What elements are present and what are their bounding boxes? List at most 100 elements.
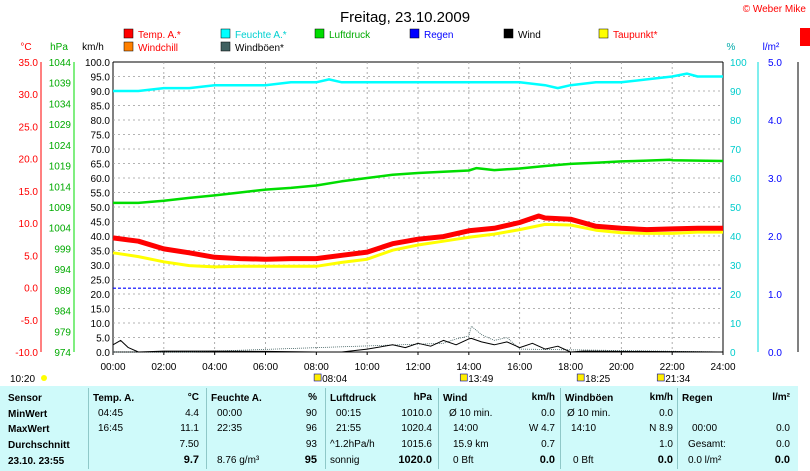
hum-max-time: 22:35 bbox=[217, 423, 243, 434]
series-line-luftdruck bbox=[113, 158, 724, 205]
x-tick-label: 02:00 bbox=[151, 362, 176, 373]
wind-min-label: Ø 10 min. bbox=[449, 408, 493, 419]
wind-min-value: 0.0 bbox=[541, 408, 555, 419]
col-separator bbox=[438, 388, 439, 469]
legend-label: Taupunkt* bbox=[613, 30, 658, 41]
pressure-axis-unit: hPa bbox=[50, 42, 68, 53]
wind-distance: 15.9 km bbox=[453, 439, 489, 450]
press-trend: ^1.2hPa/h bbox=[330, 439, 375, 450]
legend-label: Windchill bbox=[138, 43, 178, 54]
wind-bft: 0 Bft bbox=[453, 455, 474, 466]
legend-swatch bbox=[220, 28, 231, 39]
gust-unit: km/h bbox=[649, 392, 673, 403]
series-line-taupunkt bbox=[112, 222, 723, 269]
wind-tick-label: 40.0 bbox=[91, 232, 111, 243]
press-unit: hPa bbox=[413, 392, 432, 403]
hum-max-value: 96 bbox=[305, 423, 317, 434]
wind-avg-value: 0.7 bbox=[541, 439, 555, 450]
rain-unit: l/m² bbox=[772, 392, 790, 403]
humidity-tick-label: 80 bbox=[730, 116, 742, 127]
humidity-tick-label: 10 bbox=[730, 319, 742, 330]
pressure-tick-label: 999 bbox=[54, 244, 71, 255]
humidity-tick-label: 30 bbox=[730, 261, 742, 272]
col-separator bbox=[560, 388, 561, 469]
gust-min-value: 0.0 bbox=[659, 408, 673, 419]
temp-now-value: 9.7 bbox=[183, 454, 199, 466]
wind-tick-label: 35.0 bbox=[91, 247, 111, 258]
wind-tick-label: 60.0 bbox=[91, 174, 111, 185]
x-tick-label: 00:00 bbox=[100, 362, 125, 373]
col-separator bbox=[325, 388, 326, 469]
copyright-text: © Weber Mike bbox=[743, 4, 807, 15]
pressure-tick-label: 1024 bbox=[49, 141, 72, 152]
wind-tick-label: 30.0 bbox=[91, 261, 111, 272]
legend-swatch bbox=[123, 41, 134, 52]
hum-min-time: 00:00 bbox=[217, 408, 243, 419]
temp-tick-label: 5.0 bbox=[24, 251, 38, 262]
series-line-wind bbox=[112, 337, 724, 353]
series-line-feuchte-a bbox=[113, 72, 723, 93]
gust-bft: 0 Bft bbox=[573, 455, 594, 466]
humidity-tick-label: 90 bbox=[730, 87, 742, 98]
pressure-tick-label: 994 bbox=[54, 265, 71, 276]
legend-swatch bbox=[123, 28, 134, 39]
temp-tick-label: 20.0 bbox=[19, 155, 39, 166]
legend: Temp. A.* Feuchte A.* Luftdruck Regen Wind Ta… bbox=[123, 28, 658, 54]
time-marker-label: 13:49 bbox=[468, 374, 493, 385]
humidity-tick-label: 70 bbox=[730, 145, 742, 156]
x-tick-label: 18:00 bbox=[558, 362, 583, 373]
wind-tick-label: 45.0 bbox=[91, 218, 111, 229]
time-marker-label: 10:20 bbox=[10, 374, 35, 385]
rain-tick-label: 0.0 bbox=[768, 348, 782, 359]
x-tick-label: 10:00 bbox=[355, 362, 380, 373]
wind-tick-label: 0.0 bbox=[96, 348, 110, 359]
wind-tick-label: 65.0 bbox=[91, 160, 111, 171]
press-avg-value: 1015.6 bbox=[401, 439, 432, 450]
x-tick-label: 20:00 bbox=[609, 362, 634, 373]
col-separator bbox=[206, 388, 207, 469]
gust-max-time: 14:10 bbox=[571, 423, 597, 434]
weather-chart: Freitag, 23.10.2009 © Weber Mike Temp. A… bbox=[10, 4, 810, 385]
temp-tick-label: 0.0 bbox=[24, 284, 38, 295]
temp-min-value: 4.4 bbox=[185, 408, 199, 419]
stats-table: Sensor MinWert MaxWert Durchschnitt 23.1… bbox=[0, 386, 798, 471]
pressure-tick-label: 1039 bbox=[49, 79, 72, 90]
temp-axis-unit: °C bbox=[20, 42, 31, 53]
wind-unit: km/h bbox=[531, 392, 555, 403]
wind-now-value: 0.0 bbox=[539, 454, 555, 466]
humidity-tick-label: 100 bbox=[730, 58, 747, 69]
gust-now-value: 0.0 bbox=[657, 454, 673, 466]
time-markers: 10:20 08:04 13:49 18:25 21:34 bbox=[10, 373, 691, 385]
max-row-label: MaxWert bbox=[8, 424, 50, 435]
rain-total-label: Gesamt: bbox=[688, 439, 726, 450]
temp-header: Temp. A. bbox=[93, 393, 135, 404]
x-tick-label: 16:00 bbox=[507, 362, 532, 373]
pressure-tick-label: 1014 bbox=[49, 182, 72, 193]
wind-tick-label: 5.0 bbox=[96, 334, 110, 345]
pressure-tick-label: 1009 bbox=[49, 203, 72, 214]
temp-avg-value: 7.50 bbox=[179, 439, 199, 450]
hum-abs-humidity: 8.76 g/m³ bbox=[217, 455, 260, 466]
press-max-time: 21:55 bbox=[336, 423, 362, 434]
temp-unit: °C bbox=[187, 392, 199, 403]
x-tick-label: 12:00 bbox=[405, 362, 430, 373]
x-tick-label: 04:00 bbox=[202, 362, 227, 373]
press-now-value: 1020.0 bbox=[398, 454, 432, 466]
pressure-tick-label: 1019 bbox=[49, 162, 72, 173]
pressure-tick-label: 1029 bbox=[49, 120, 72, 131]
wind-tick-label: 90.0 bbox=[91, 87, 111, 98]
gust-min-label: Ø 10 min. bbox=[567, 408, 611, 419]
legend-swatch bbox=[314, 28, 325, 39]
wind-tick-label: 70.0 bbox=[91, 145, 111, 156]
rain-tick-label: 4.0 bbox=[768, 116, 782, 127]
wind-tick-label: 80.0 bbox=[91, 116, 111, 127]
time-marker-icon bbox=[41, 375, 47, 381]
rain-max-value: 0.0 bbox=[776, 423, 790, 434]
gust-avg-value: 1.0 bbox=[659, 439, 673, 450]
temp-max-value: 11.1 bbox=[180, 423, 199, 434]
legend-label: Feuchte A.* bbox=[235, 30, 287, 41]
series-lines bbox=[112, 72, 724, 353]
wind-axis-unit: km/h bbox=[82, 42, 104, 53]
humidity-tick-label: 40 bbox=[730, 232, 742, 243]
rain-tick-label: 2.0 bbox=[768, 232, 782, 243]
